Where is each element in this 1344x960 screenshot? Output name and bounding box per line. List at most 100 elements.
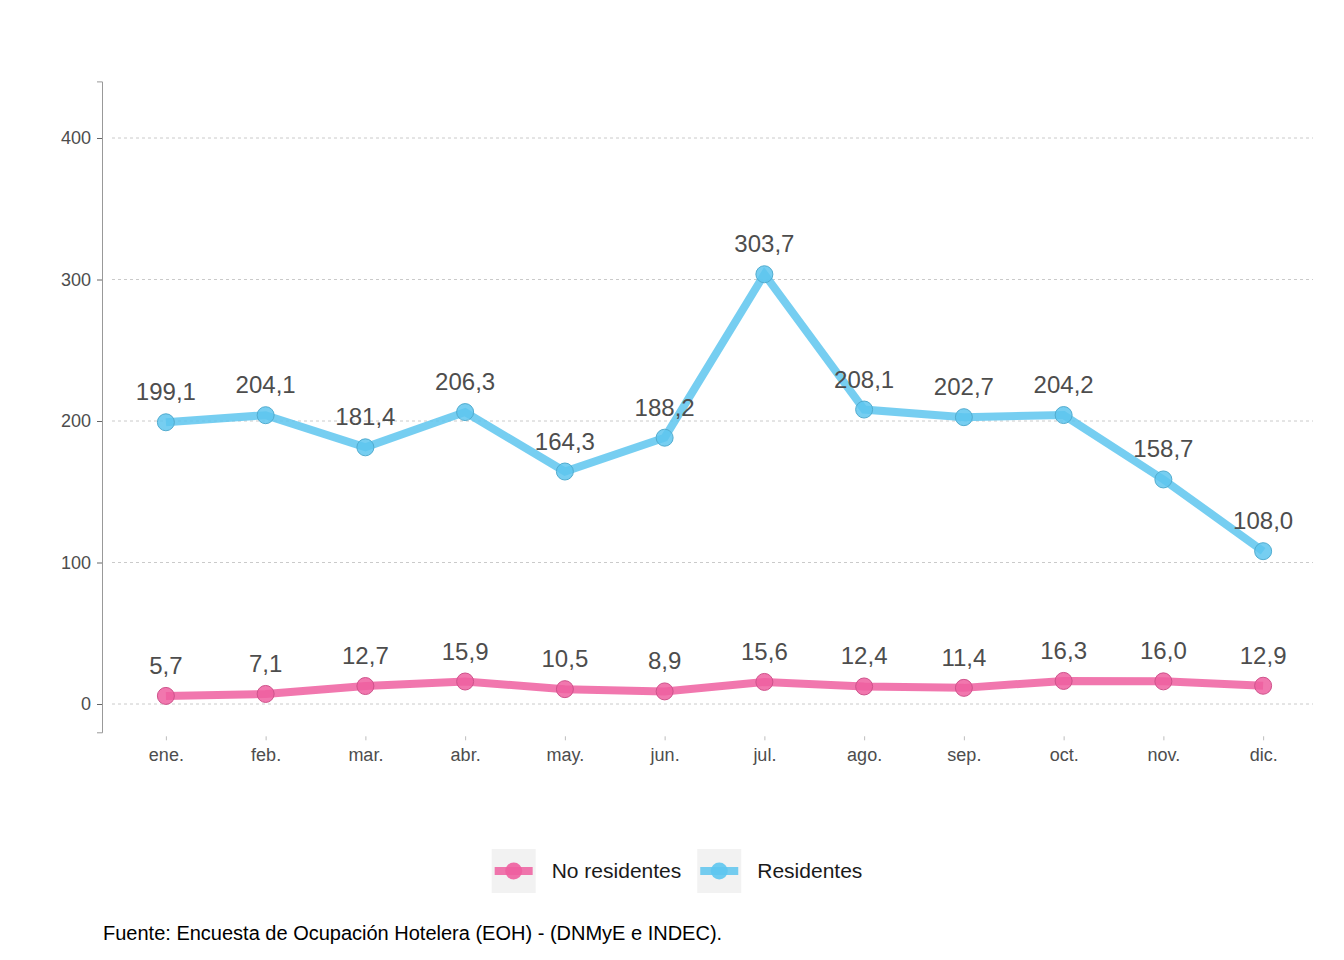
data-label: 199,1 [136, 378, 196, 405]
series-marker [457, 404, 474, 421]
x-tick-mark [864, 736, 865, 740]
x-tick-mark [665, 736, 666, 740]
data-label: 16,0 [1140, 637, 1187, 664]
y-tick-mark [97, 421, 102, 422]
x-tick-mark [1263, 736, 1264, 740]
data-label: 208,1 [834, 366, 894, 393]
data-label: 12,4 [841, 642, 888, 669]
x-tick: abr. [451, 736, 481, 765]
y-tick: 0 [81, 694, 102, 714]
data-labels: 5,77,112,715,910,58,915,612,411,416,316,… [136, 230, 1293, 679]
data-label: 303,7 [734, 230, 794, 257]
x-tick: ago. [847, 736, 882, 765]
data-label: 12,7 [342, 642, 389, 669]
x-tick-mark [266, 736, 267, 740]
series-marker [955, 679, 972, 696]
x-tick-mark [964, 736, 965, 740]
legend-item: No residentes [492, 849, 682, 893]
data-label: 204,1 [236, 371, 296, 398]
series-marker [1055, 672, 1072, 689]
legend: No residentes Residentes [492, 849, 863, 893]
grid-line [112, 138, 1313, 139]
y-axis-line [97, 82, 103, 733]
series-line [166, 274, 1263, 551]
x-tick-mark [465, 736, 466, 740]
legend-key-marker [505, 863, 522, 880]
series-marker [357, 678, 374, 695]
x-axis-line [117, 737, 1314, 741]
series-marker [856, 678, 873, 695]
x-tick: oct. [1050, 736, 1079, 765]
y-tick-label: 100 [61, 553, 91, 573]
x-tick-mark [1163, 736, 1164, 740]
x-tick-label: dic. [1250, 745, 1278, 765]
x-tick: mar. [348, 736, 383, 765]
y-tick-mark [97, 704, 102, 705]
data-label: 10,5 [542, 645, 589, 672]
x-tick: sep. [947, 736, 981, 765]
series-marker [756, 673, 773, 690]
y-tick-label: 400 [61, 128, 91, 148]
data-label: 5,7 [149, 652, 182, 679]
x-tick-label: jul. [752, 745, 776, 765]
y-tick-label: 0 [81, 694, 91, 714]
y-tick-label: 300 [61, 270, 91, 290]
grid-line [112, 279, 1313, 280]
series-marker [656, 429, 673, 446]
x-tick-label: oct. [1050, 745, 1079, 765]
legend-item: Residentes [697, 849, 862, 893]
x-tick-label: ago. [847, 745, 882, 765]
legend-label: No residentes [552, 859, 682, 882]
x-tick-mark [565, 736, 566, 740]
data-label: 7,1 [249, 650, 282, 677]
x-tick: ene. [149, 736, 184, 765]
x-tick-mark [1064, 736, 1065, 740]
series-marker [157, 414, 174, 431]
grid-line [112, 704, 1313, 705]
series-marker [257, 407, 274, 424]
y-tick: 200 [61, 411, 102, 431]
y-tick: 100 [61, 553, 102, 573]
data-label: 16,3 [1040, 637, 1087, 664]
series-marker [357, 439, 374, 456]
x-tick-mark [365, 736, 366, 740]
grid [112, 138, 1313, 704]
series-marker [1155, 471, 1172, 488]
data-label: 181,4 [335, 403, 395, 430]
data-label: 158,7 [1133, 435, 1193, 462]
series-marker [257, 685, 274, 702]
x-tick-label: nov. [1148, 745, 1181, 765]
series-marker [955, 409, 972, 426]
data-label: 12,9 [1240, 642, 1287, 669]
series-marker [556, 463, 573, 480]
chart: 0 100 200 300 400 ene. feb. mar. abr. may. jun. jul… [0, 0, 1344, 960]
x-axis: ene. feb. mar. abr. may. jun. jul. ago. sep. oct.… [117, 736, 1314, 765]
x-tick-mark [166, 736, 167, 740]
x-tick: feb. [251, 736, 281, 765]
x-tick: may. [547, 736, 585, 765]
data-label: 164,3 [535, 428, 595, 455]
x-tick: dic. [1250, 736, 1278, 765]
data-label: 202,7 [934, 373, 994, 400]
y-tick-mark [97, 138, 102, 139]
legend-key-marker [711, 863, 728, 880]
x-tick: jul. [752, 736, 776, 765]
x-tick: nov. [1148, 736, 1181, 765]
x-tick-label: jun. [650, 745, 680, 765]
legend-key-bg [492, 849, 536, 893]
series-marker [656, 683, 673, 700]
series-marker [457, 673, 474, 690]
y-tick: 300 [61, 270, 102, 290]
series-marker [1255, 677, 1272, 694]
x-tick-label: mar. [348, 745, 383, 765]
y-tick-mark [97, 563, 102, 564]
series-marker [1155, 673, 1172, 690]
y-axis: 0 100 200 300 400 [61, 82, 103, 733]
legend-label: Residentes [757, 859, 862, 882]
x-tick-label: sep. [947, 745, 981, 765]
series-marker [1255, 543, 1272, 560]
x-tick-label: abr. [451, 745, 481, 765]
data-label: 188,2 [635, 394, 695, 421]
data-label: 15,6 [741, 638, 788, 665]
data-label: 15,9 [442, 638, 489, 665]
